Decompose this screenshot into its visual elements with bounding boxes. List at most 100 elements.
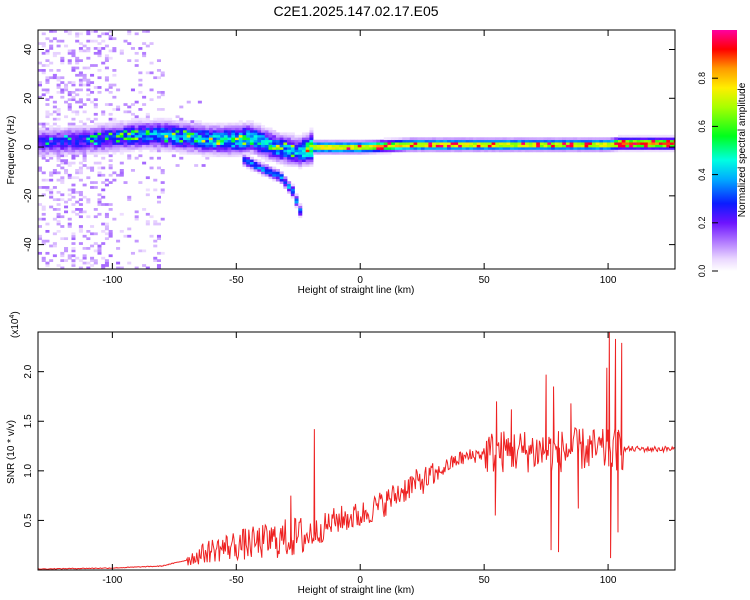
heatmap-cell (71, 147, 76, 150)
heatmap-cell (242, 142, 247, 145)
heatmap-cell (123, 142, 128, 145)
heatmap-cell (90, 169, 95, 172)
heatmap-cell (301, 137, 306, 141)
heatmap-cell (38, 81, 43, 84)
heatmap-cell (93, 139, 98, 143)
heatmap-cell (104, 147, 109, 150)
heatmap-cell (275, 147, 280, 150)
heatmap-cell (588, 137, 593, 141)
heatmap-cell (223, 151, 228, 155)
heatmap-cell (205, 125, 210, 128)
heatmap-cell (130, 129, 135, 133)
heatmap-cell (294, 200, 299, 204)
heatmap-cell (580, 147, 585, 150)
heatmap-cell (632, 147, 637, 150)
heatmap-cell (666, 144, 671, 148)
heatmap-cell (331, 149, 336, 153)
heatmap-cell (417, 147, 422, 150)
heatmap-cell (275, 139, 280, 143)
heatmap-cell (264, 144, 269, 148)
heatmap-cell (119, 49, 124, 53)
heatmap-cell (261, 147, 266, 150)
heatmap-cell (156, 134, 161, 138)
heatmap-cell (142, 42, 147, 45)
heatmap-cell (56, 69, 61, 72)
heatmap-cell (301, 161, 306, 165)
heatmap-cell (56, 149, 61, 153)
heatmap-cell (108, 164, 113, 167)
heatmap-cell (298, 139, 303, 143)
heatmap-cell (186, 147, 191, 150)
heatmap-cell (52, 76, 57, 80)
heatmap-cell (108, 149, 113, 153)
heatmap-cell (569, 147, 574, 150)
heatmap-cell (372, 139, 377, 143)
heatmap-cell (283, 181, 288, 184)
heatmap-cell (93, 208, 98, 211)
heatmap-cell (86, 176, 91, 180)
heatmap-cell (432, 137, 437, 141)
heatmap-cell (130, 147, 135, 150)
heatmap-cell (275, 154, 280, 158)
heatmap-cell (506, 144, 511, 148)
heatmap-cell (145, 30, 150, 33)
heatmap-cell (272, 154, 277, 158)
heatmap-cell (75, 144, 80, 148)
heatmap-cell (212, 142, 217, 145)
heatmap-cell (156, 76, 161, 80)
heatmap-cell (52, 30, 57, 33)
heatmap-cell (283, 178, 288, 182)
heatmap-cell (383, 147, 388, 150)
heatmap-cell (134, 120, 139, 123)
heatmap-cell (235, 151, 240, 155)
heatmap-cell (450, 137, 455, 141)
heatmap-cell (90, 166, 95, 170)
heatmap-cell (82, 125, 87, 128)
heatmap-cell (253, 137, 258, 141)
heatmap-cell (123, 120, 128, 123)
heatmap-cell (249, 151, 254, 155)
heatmap-cell (49, 139, 54, 143)
heatmap-cell (156, 122, 161, 126)
heatmap-cell (164, 142, 169, 145)
heatmap-cell (209, 122, 214, 126)
heatmap-cell (38, 122, 43, 126)
heatmap-cell (38, 149, 43, 153)
heatmap-cell (108, 56, 113, 60)
heatmap-cell (264, 171, 269, 175)
heatmap-cell (328, 149, 333, 153)
heatmap-cell (335, 151, 340, 155)
heatmap-cell (253, 139, 258, 143)
heatmap-cell (75, 134, 80, 138)
heatmap-cell (41, 171, 46, 175)
heatmap-cell (183, 122, 188, 126)
heatmap-cell (138, 127, 143, 131)
heatmap-cell (38, 129, 43, 133)
heatmap-cell (264, 127, 269, 131)
heatmap-cell (149, 98, 154, 102)
heatmap-cell (424, 137, 429, 141)
heatmap-cell (543, 147, 548, 150)
heatmap-cell (104, 178, 109, 182)
heatmap-cell (82, 44, 87, 48)
heatmap-cell (75, 93, 80, 97)
heatmap-cell (264, 151, 269, 155)
heatmap-cell (558, 139, 563, 143)
heatmap-cell (75, 132, 80, 136)
heatmap-cell (290, 195, 295, 199)
heatmap-cell (153, 147, 158, 150)
heatmap-cell (52, 151, 57, 155)
heatmap-cell (227, 137, 232, 141)
heatmap-cell (287, 151, 292, 155)
heatmap-cell (220, 122, 225, 126)
heatmap-cell (617, 149, 623, 153)
heatmap-cell (298, 164, 303, 167)
heatmap-cell (49, 149, 54, 153)
heatmap-cell (287, 134, 292, 138)
heatmap-cell (554, 147, 559, 150)
heatmap-cell (658, 137, 663, 141)
heatmap-cell (320, 151, 325, 155)
heatmap-cell (246, 166, 251, 170)
heatmap-cell (212, 132, 217, 136)
heatmap-cell (391, 149, 396, 153)
